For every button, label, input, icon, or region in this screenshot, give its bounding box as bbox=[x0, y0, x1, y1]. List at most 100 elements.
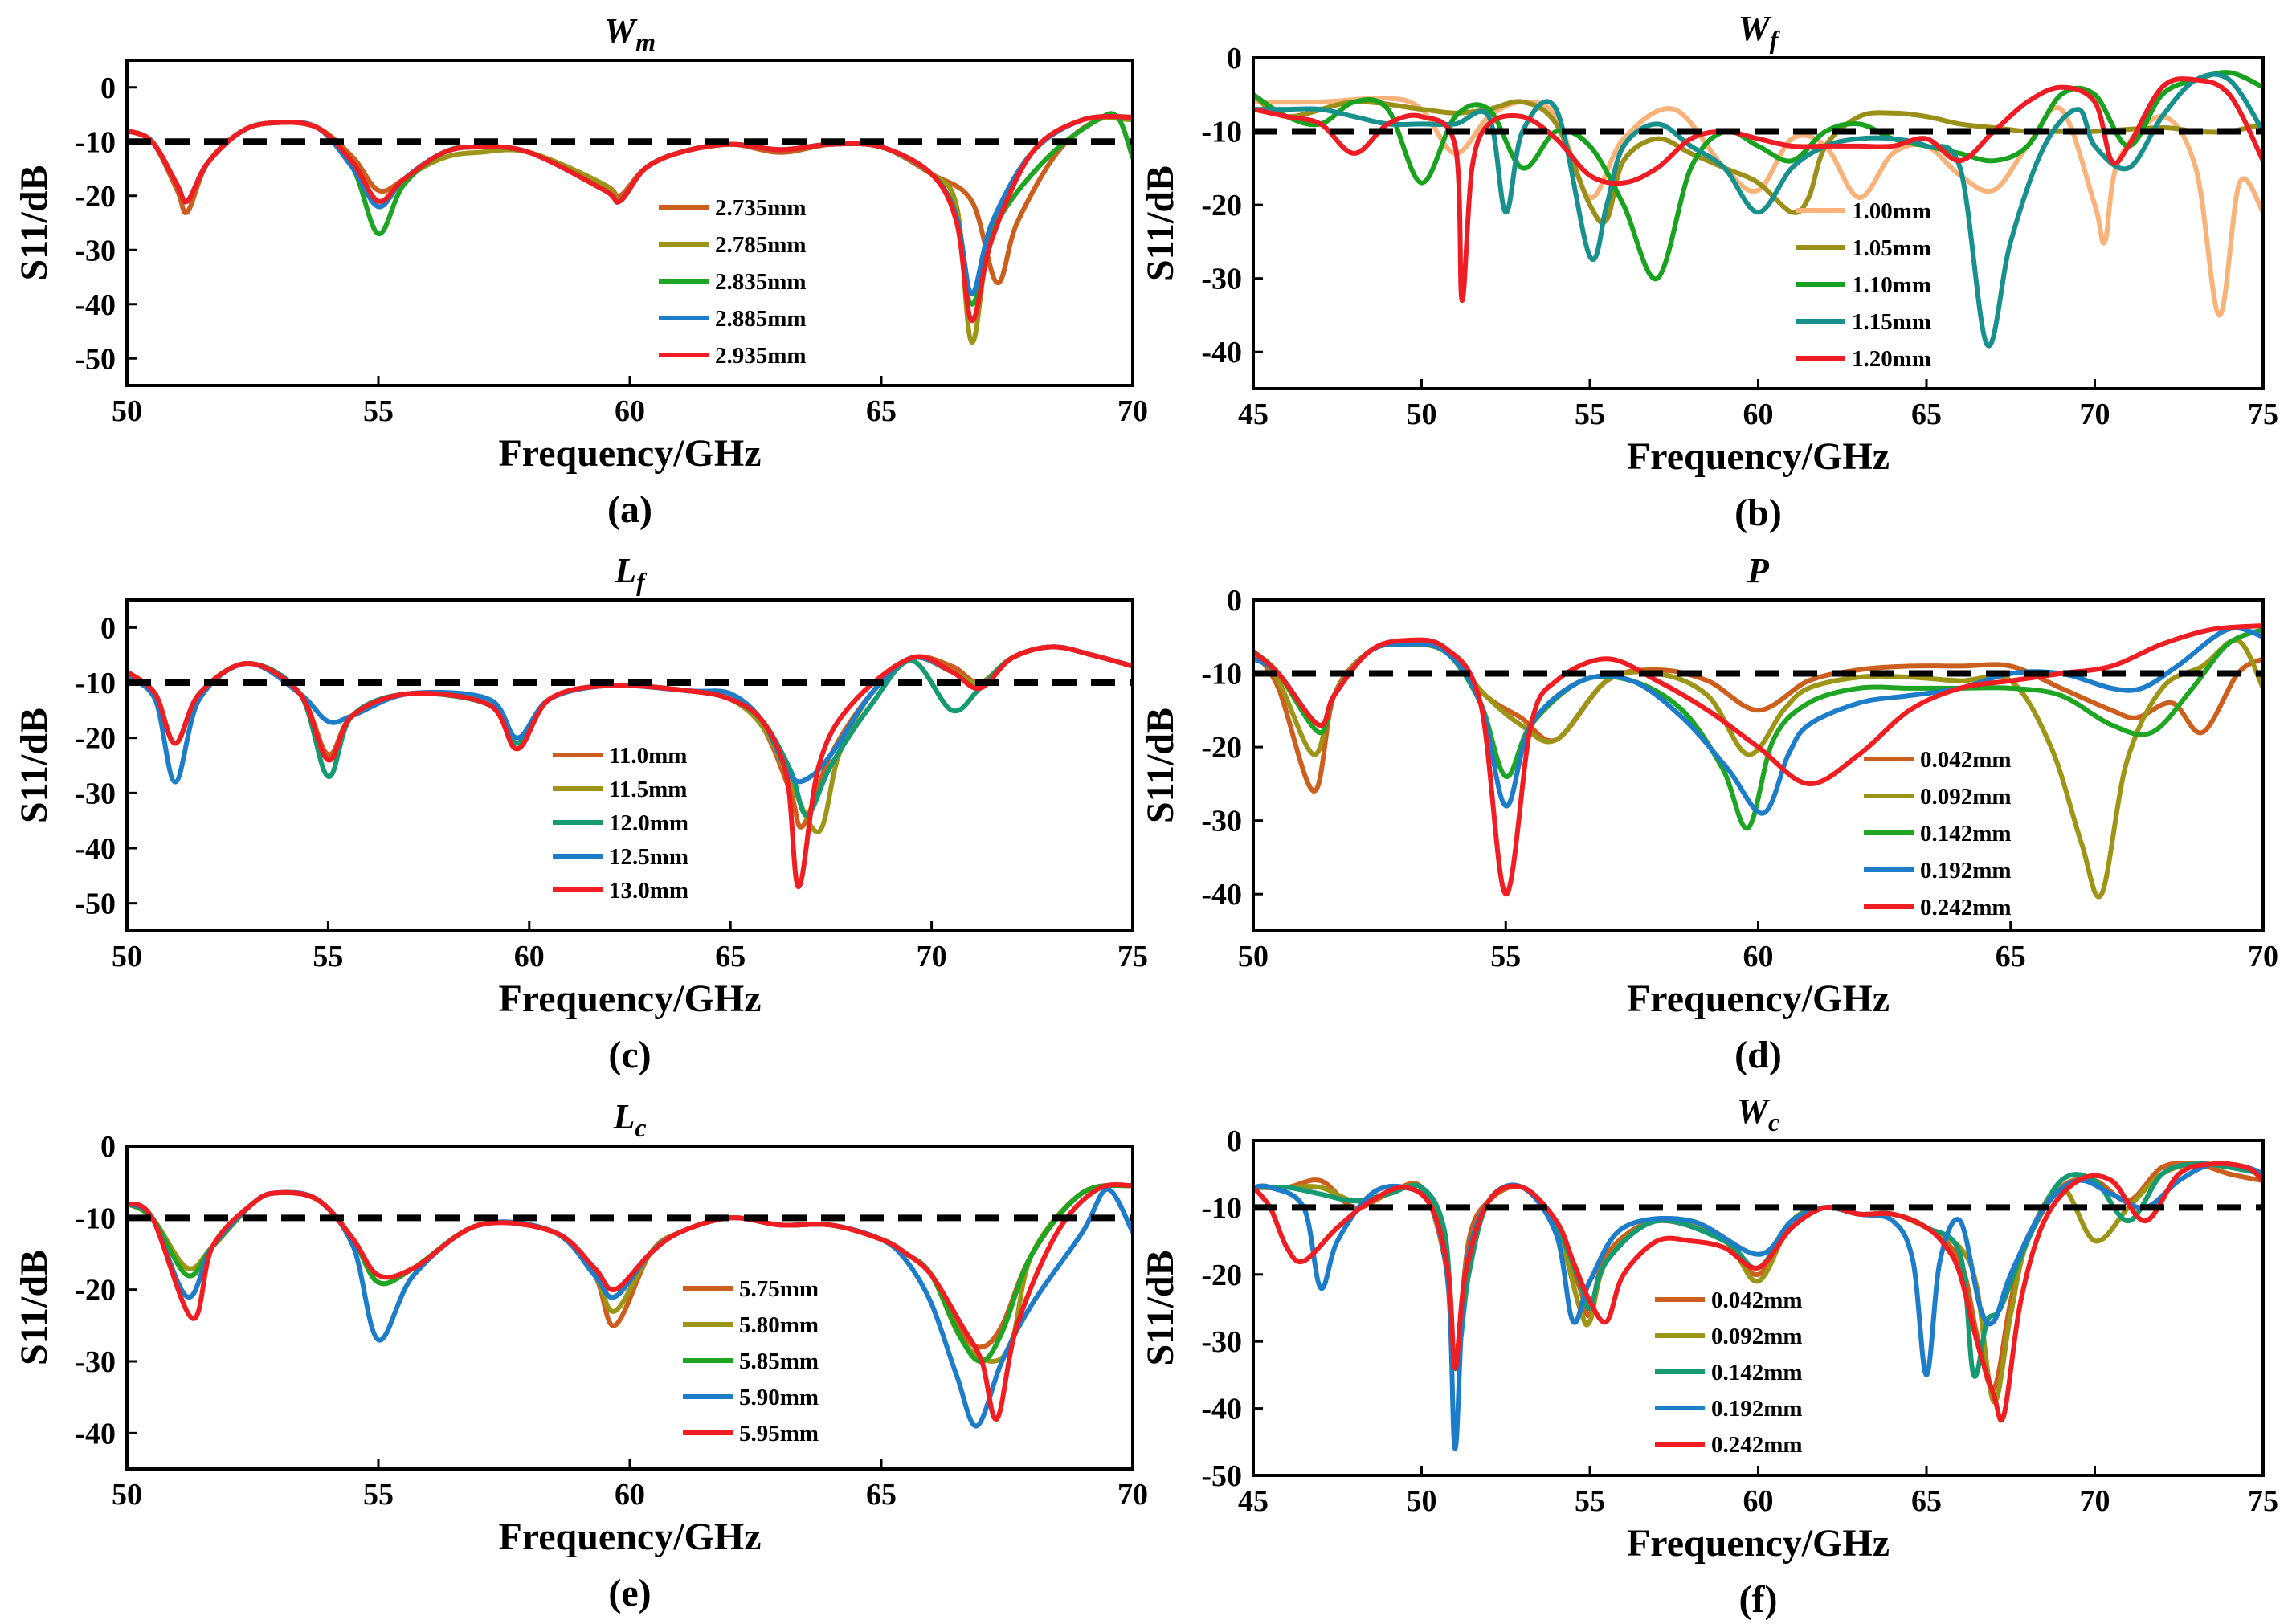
panel-label: (a) bbox=[607, 488, 652, 531]
panel-label: (e) bbox=[608, 1572, 651, 1614]
panel-title-main: L bbox=[612, 1097, 635, 1136]
legend-label: 0.242mm bbox=[1920, 895, 2012, 920]
x-axis-label: Frequency/GHz bbox=[1627, 435, 1890, 478]
x-tick-label: 50 bbox=[1238, 940, 1269, 973]
panel-label: (c) bbox=[608, 1034, 651, 1076]
legend-label: 12.0mm bbox=[609, 810, 688, 836]
y-tick-label: -10 bbox=[75, 125, 116, 159]
x-tick-label: 60 bbox=[1743, 1484, 1774, 1518]
y-tick-label: -30 bbox=[75, 1345, 116, 1379]
x-tick-label: 75 bbox=[2248, 398, 2278, 431]
legend-label: 0.192mm bbox=[1711, 1396, 1803, 1422]
x-tick-label: 75 bbox=[2248, 1484, 2278, 1518]
legend-label: 0.092mm bbox=[1711, 1324, 1803, 1349]
series-line-13.0mm bbox=[127, 644, 1133, 890]
y-tick-label: -20 bbox=[75, 722, 116, 756]
x-tick-label: 70 bbox=[1117, 394, 1148, 428]
panel-title-main: W bbox=[1737, 1092, 1771, 1131]
panel-title-main: L bbox=[614, 551, 636, 590]
y-tick-label: -30 bbox=[1201, 263, 1242, 296]
panel-title-sub: c bbox=[635, 1113, 646, 1142]
legend-label: 12.5mm bbox=[609, 844, 688, 870]
x-tick-label: 65 bbox=[866, 394, 897, 428]
legend: 11.0mm 11.5mm 12.0mm 12.5mm 13.0mm bbox=[553, 743, 688, 904]
x-tick-label: 65 bbox=[1911, 1484, 1942, 1518]
x-tick-label: 75 bbox=[1117, 940, 1148, 973]
panel-title-sub: f bbox=[1770, 25, 1781, 54]
x-tick-label: 65 bbox=[715, 940, 746, 973]
x-axis-label: Frequency/GHz bbox=[498, 977, 761, 1020]
legend-label: 5.80mm bbox=[739, 1312, 819, 1338]
y-tick-label: -30 bbox=[75, 777, 116, 810]
panel-d: P 50 55 60 65 70 0 -10 -20 -30 -40 Frequency/GHz S11… bbox=[1139, 551, 2278, 1076]
y-axis-label: S11/dB bbox=[1139, 165, 1182, 281]
x-tick-label: 70 bbox=[2080, 398, 2110, 431]
y-tick-label: -20 bbox=[75, 1274, 116, 1308]
legend-label: 0.192mm bbox=[1920, 858, 2012, 883]
panel-label: (d) bbox=[1734, 1034, 1782, 1076]
panel-f: Wc 45 50 55 60 65 70 75 0 -10 -20 -30 -40 -50 Frequenc… bbox=[1139, 1092, 2278, 1621]
y-axis-label: S11/dB bbox=[13, 165, 55, 280]
legend: 1.00mm 1.05mm 1.10mm 1.15mm 1.20mm bbox=[1796, 198, 1931, 372]
x-tick-label: 60 bbox=[615, 394, 645, 428]
x-tick-label: 65 bbox=[1996, 940, 2026, 973]
panel-title: Wm bbox=[604, 11, 656, 56]
y-tick-label: -50 bbox=[75, 887, 116, 921]
y-tick-label: -40 bbox=[75, 288, 116, 322]
legend-label: 5.95mm bbox=[739, 1421, 819, 1447]
panel-c: Lf 50 55 60 65 70 75 0 -10 -20 -30 -40 -50 Frequency/… bbox=[13, 551, 1148, 1076]
legend-label: 1.20mm bbox=[1852, 346, 1931, 372]
y-tick-label: -50 bbox=[75, 342, 116, 376]
x-tick-label: 50 bbox=[1407, 1484, 1437, 1518]
legend-label: 1.05mm bbox=[1852, 235, 1931, 261]
y-tick-label: -10 bbox=[1201, 658, 1242, 692]
series-line-0.092mm bbox=[1253, 638, 2263, 900]
panel-a: Wm 50 55 60 65 70 0 -10 -20 -30 -40 -50 Frequency/GH… bbox=[13, 11, 1148, 531]
panel-title-sub: c bbox=[1768, 1108, 1779, 1136]
x-tick-label: 50 bbox=[112, 394, 142, 428]
panel-title: P bbox=[1747, 551, 1770, 590]
panel-title: Lf bbox=[614, 551, 648, 596]
legend: 0.042mm 0.092mm 0.142mm 0.192mm 0.242mm bbox=[1655, 1287, 1803, 1458]
y-axis-label: S11/dB bbox=[13, 1250, 55, 1365]
legend-label: 11.0mm bbox=[609, 743, 687, 769]
y-axis-label: S11/dB bbox=[1139, 708, 1182, 823]
legend: 2.735mm 2.785mm 2.835mm 2.885mm 2.935mm bbox=[659, 195, 807, 369]
y-tick-label: -30 bbox=[75, 234, 116, 267]
x-tick-label: 50 bbox=[112, 1478, 142, 1512]
legend-label: 2.735mm bbox=[715, 195, 807, 221]
y-tick-label: -40 bbox=[75, 1417, 116, 1451]
y-tick-label: -10 bbox=[75, 1202, 116, 1235]
series-line-2.935mm bbox=[127, 114, 1133, 324]
y-tick-label: -30 bbox=[1201, 805, 1242, 839]
y-tick-label: -20 bbox=[1201, 189, 1242, 222]
panel-label: (b) bbox=[1734, 492, 1782, 534]
y-tick-label: -20 bbox=[1201, 1259, 1242, 1292]
series-line-5.90mm bbox=[127, 1186, 1133, 1429]
panel-title-sub: m bbox=[635, 27, 656, 56]
legend-label: 0.042mm bbox=[1920, 747, 2012, 773]
y-tick-label: 0 bbox=[100, 1130, 116, 1164]
y-tick-label: 0 bbox=[1227, 1124, 1242, 1158]
x-tick-label: 55 bbox=[313, 940, 343, 973]
y-tick-label: -40 bbox=[1201, 1393, 1242, 1426]
legend-label: 0.092mm bbox=[1920, 784, 2012, 810]
y-tick-label: -10 bbox=[1201, 1191, 1242, 1225]
y-tick-label: -50 bbox=[1201, 1459, 1242, 1493]
panel-title-main: P bbox=[1747, 551, 1770, 590]
legend-label: 2.935mm bbox=[715, 343, 807, 369]
x-axis-label: Frequency/GHz bbox=[498, 1516, 761, 1558]
y-tick-label: 0 bbox=[100, 611, 116, 645]
legend: 0.042mm 0.092mm 0.142mm 0.192mm 0.242mm bbox=[1864, 747, 2012, 920]
x-tick-label: 65 bbox=[866, 1478, 897, 1512]
x-tick-label: 55 bbox=[363, 394, 394, 428]
x-tick-label: 70 bbox=[917, 940, 947, 973]
x-tick-label: 70 bbox=[2248, 940, 2278, 973]
x-tick-label: 60 bbox=[1743, 940, 1774, 973]
y-axis-label: S11/dB bbox=[1139, 1250, 1182, 1365]
y-tick-label: -30 bbox=[1201, 1325, 1242, 1359]
panel-e: Lc 50 55 60 65 70 0 -10 -20 -30 -40 Frequency/GHz S1… bbox=[13, 1097, 1148, 1614]
x-tick-label: 45 bbox=[1238, 398, 1269, 431]
legend-label: 2.785mm bbox=[715, 232, 807, 258]
